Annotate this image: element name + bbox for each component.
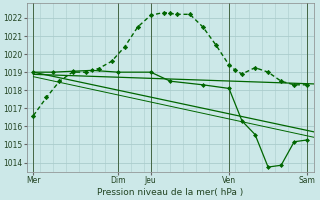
X-axis label: Pression niveau de la mer( hPa ): Pression niveau de la mer( hPa ): [97, 188, 244, 197]
